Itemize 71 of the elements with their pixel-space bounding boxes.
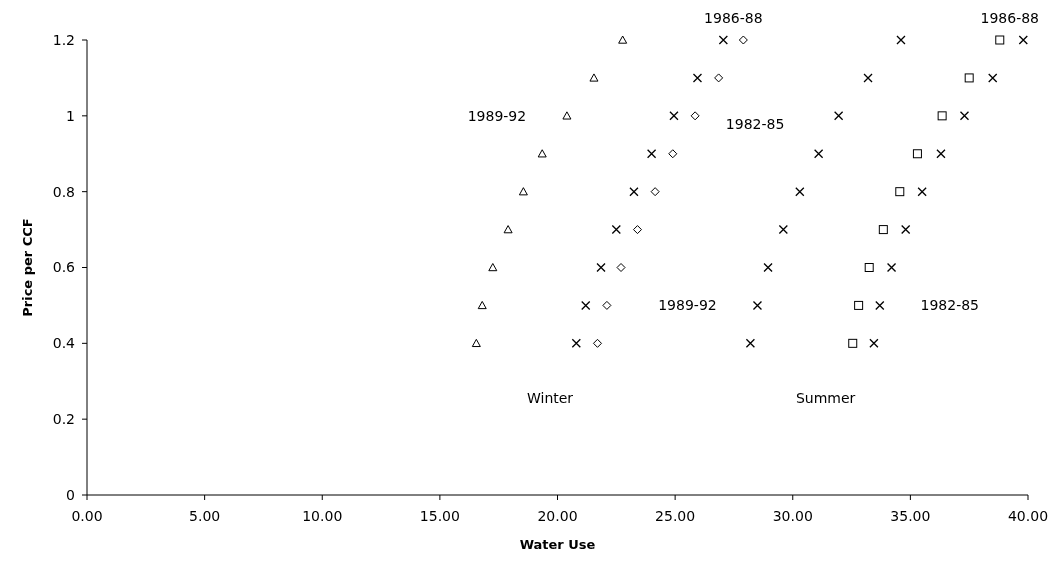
point xyxy=(471,338,481,348)
series-label: 1986-88 xyxy=(704,9,763,26)
point xyxy=(917,187,927,197)
point xyxy=(959,111,970,121)
text: 1982-85 xyxy=(920,297,980,314)
point xyxy=(669,111,679,121)
point xyxy=(896,35,906,45)
text: 1989-92 xyxy=(658,297,717,314)
point xyxy=(895,187,905,197)
point xyxy=(611,224,621,235)
point xyxy=(503,225,513,234)
point xyxy=(763,262,773,273)
x-tick-label: 25.00 xyxy=(655,508,696,524)
x-axis-title: Water Use xyxy=(519,537,596,552)
point xyxy=(562,111,572,120)
point xyxy=(869,338,879,348)
point xyxy=(854,300,864,310)
point xyxy=(745,338,756,348)
point xyxy=(863,73,873,83)
x-tick-label: 10.00 xyxy=(302,508,343,524)
y-tick-label: 0.4 xyxy=(52,335,76,352)
point xyxy=(646,149,657,159)
series-label: 1986-88 xyxy=(980,9,1040,26)
x-tick-label: 15.00 xyxy=(419,508,460,524)
point xyxy=(848,338,858,348)
y-tick-label: 0.8 xyxy=(52,183,75,200)
point xyxy=(581,300,591,311)
point xyxy=(718,35,728,45)
point xyxy=(912,149,922,159)
series-label: 1982-85 xyxy=(725,115,785,132)
x-tick-label: 40.00 xyxy=(1007,508,1049,524)
point xyxy=(1018,35,1028,45)
y-tick-label: 0.6 xyxy=(52,259,76,276)
point xyxy=(752,300,763,311)
x-tick-label: 35.00 xyxy=(890,508,931,524)
y-tick-label: 1 xyxy=(66,107,75,124)
point xyxy=(995,35,1005,45)
y-axis-title: Price per CCF xyxy=(20,218,35,317)
x-tick-label: 30.00 xyxy=(772,508,813,524)
point xyxy=(571,338,581,348)
point xyxy=(988,73,998,83)
point xyxy=(937,111,947,121)
y-tick-label: 0 xyxy=(66,486,75,503)
point xyxy=(964,73,974,83)
point xyxy=(936,149,946,159)
point xyxy=(518,187,528,196)
point xyxy=(886,262,897,273)
y-tick-label: 1.2 xyxy=(52,31,75,48)
annotation: Summer xyxy=(795,390,856,407)
point xyxy=(692,73,703,83)
point xyxy=(833,111,844,121)
point xyxy=(901,224,911,235)
point xyxy=(878,225,888,235)
point xyxy=(629,187,639,197)
x-tick-label: 0.00 xyxy=(71,508,103,524)
point xyxy=(488,263,498,272)
point xyxy=(864,263,874,272)
point xyxy=(537,149,547,158)
text: 1989-92 xyxy=(467,107,527,124)
point xyxy=(778,224,788,235)
y-tick-label: 0.2 xyxy=(52,411,75,428)
point xyxy=(596,262,606,273)
point xyxy=(875,300,885,311)
x-tick-label: 20.00 xyxy=(537,508,578,524)
point xyxy=(795,187,805,197)
x-tick-label: 5.00 xyxy=(189,508,221,524)
point xyxy=(813,149,824,159)
point xyxy=(589,73,599,82)
point xyxy=(618,35,628,44)
point xyxy=(477,300,487,310)
annotation: Winter xyxy=(526,390,574,407)
